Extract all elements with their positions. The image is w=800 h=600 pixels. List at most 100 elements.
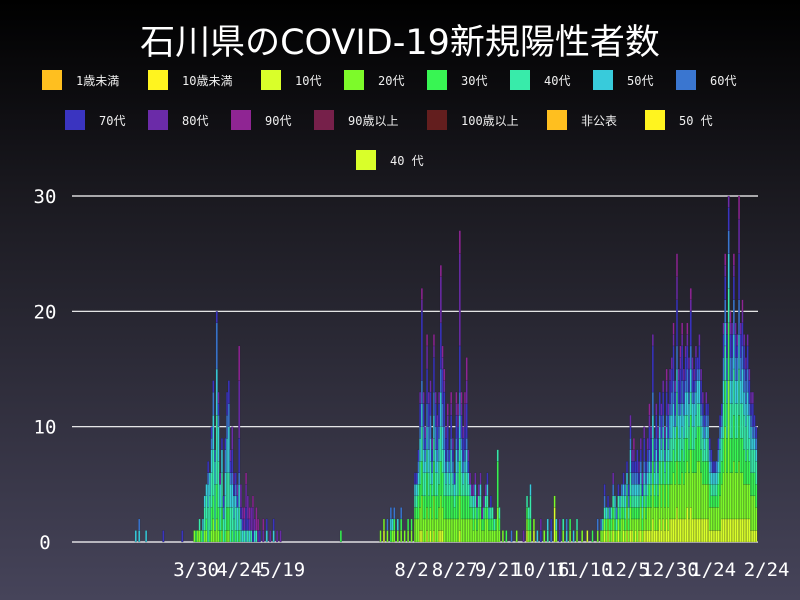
bar-segment-40代 [486, 495, 489, 508]
bar-segment-10代 [612, 530, 615, 543]
bar-segment-70代 [725, 334, 728, 358]
bar-segment-30代 [629, 495, 632, 508]
bar-segment-50代 [450, 449, 453, 473]
bar-segment-30代 [741, 438, 744, 473]
bar-segment-40代 [632, 495, 635, 508]
bar-segment-30代 [643, 495, 646, 508]
bar-segment-30代 [729, 438, 732, 473]
bar-segment-30代 [529, 518, 532, 531]
bar-segment-50代 [657, 472, 660, 485]
bar-segment-90代 [732, 253, 735, 266]
legend-item[interactable]: 30代 [427, 70, 487, 90]
bar-segment-40代 [469, 495, 472, 508]
bar-segment-50代 [713, 472, 716, 485]
bar-segment-70代 [677, 380, 680, 404]
bar-segment-30代 [619, 518, 622, 531]
bar-segment-30代 [631, 507, 634, 520]
bar-segment-30代 [419, 484, 422, 508]
bar-segment-50代 [639, 472, 642, 485]
bar-segment-40代 [643, 484, 646, 497]
bar-segment-60代 [510, 530, 513, 543]
bar-segment-60代 [400, 507, 403, 520]
bar-segment-60代 [636, 472, 639, 485]
bar-segment-80代 [651, 334, 654, 347]
bar-segment-30代 [445, 495, 448, 520]
bar-segment-10代 [703, 518, 706, 543]
legend-item[interactable]: 非公表 [547, 110, 617, 130]
bar-segment-20代 [457, 518, 460, 543]
legend-item[interactable]: 60代 [676, 70, 736, 90]
bar-segment-90代 [262, 518, 265, 531]
bar-segment-20代 [624, 530, 627, 543]
legend-item[interactable]: 40代 [510, 70, 570, 90]
bar-segment-30代 [477, 507, 480, 520]
bar-segment-40代 [707, 438, 710, 462]
bar-segment-90代 [443, 368, 446, 381]
bar-segment-60代 [646, 461, 649, 473]
bar-segment-20代 [427, 518, 430, 543]
bar-segment-10代 [708, 530, 711, 543]
legend-item[interactable]: 100歳以上 [427, 110, 519, 130]
bar-segment-70代 [446, 426, 449, 450]
bar-segment-40代 [610, 507, 613, 520]
legend-item[interactable]: 10代 [261, 70, 321, 90]
bar-segment-10代 [739, 518, 742, 543]
bar-segment-40代 [693, 426, 696, 450]
bar-segment-20代 [710, 507, 713, 531]
bar-segment-90代 [255, 507, 258, 531]
bar-segment-30代 [646, 495, 649, 508]
bar-segment-60代 [463, 449, 466, 462]
legend-item[interactable]: 70代 [65, 110, 125, 130]
bar-segment-20代 [750, 495, 753, 531]
bar-segment-60代 [455, 438, 458, 450]
bar-segment-80代 [451, 438, 454, 450]
bar-segment-80代 [539, 518, 542, 531]
legend-item[interactable]: 10歳未満 [148, 70, 232, 90]
bar-segment-40代 [674, 438, 677, 462]
bar-segment-70代 [439, 322, 442, 370]
bar-segment-70代 [727, 207, 730, 231]
bar-segment-70代 [729, 334, 732, 358]
legend-item[interactable]: 20代 [344, 70, 404, 90]
bar-segment-10代 [675, 507, 678, 543]
bar-segment-90代 [245, 472, 248, 485]
bar-segment-80代 [482, 495, 485, 508]
bar-segment-60代 [465, 438, 468, 450]
bar-segment-80代 [631, 449, 634, 462]
bar-segment-40代 [689, 391, 692, 416]
legend-item[interactable]: 90代 [231, 110, 291, 130]
bar-segment-70代 [708, 438, 711, 450]
bar-segment-50代 [700, 414, 703, 427]
bar-segment-80代 [748, 368, 751, 381]
legend-item[interactable]: 1歳未満 [42, 70, 119, 90]
bar-segment-50代 [234, 495, 237, 508]
bar-segment-30代 [438, 484, 441, 508]
bar-segment-40代 [612, 495, 615, 508]
bar-segment-50代 [238, 484, 241, 508]
legend-item[interactable]: 90歳以上 [314, 110, 398, 130]
legend-item[interactable]: 50代 [593, 70, 653, 90]
bar-segment-20代 [629, 507, 632, 531]
legend-item[interactable]: 80代 [148, 110, 208, 130]
bar-segment-10代 [526, 530, 529, 543]
bar-segment-20代 [477, 518, 480, 543]
bar-segment-20代 [736, 472, 739, 520]
bar-segment-60代 [439, 368, 442, 393]
bar-segment-80代 [725, 322, 728, 335]
bar-segment-70代 [627, 484, 630, 497]
bar-segment-10代 [458, 530, 461, 543]
bar-segment-70代 [429, 391, 432, 416]
bar-segment-70代 [732, 276, 735, 300]
bar-segment-50代 [748, 414, 751, 439]
bar-segment-30代 [627, 518, 630, 531]
bar-segment-10代 [438, 530, 441, 543]
bar-segment-30代 [200, 530, 203, 543]
bar-segment-70代 [665, 391, 668, 416]
legend-item[interactable]: 50 代 [645, 110, 713, 130]
legend-item[interactable]: 40 代 [356, 150, 424, 170]
bar-segment-80代 [467, 449, 470, 462]
bar-segment-80代 [217, 391, 220, 404]
bar-segment-50代 [134, 530, 137, 543]
bar-segment-10代 [751, 530, 754, 543]
bar-segment-80代 [657, 426, 660, 439]
